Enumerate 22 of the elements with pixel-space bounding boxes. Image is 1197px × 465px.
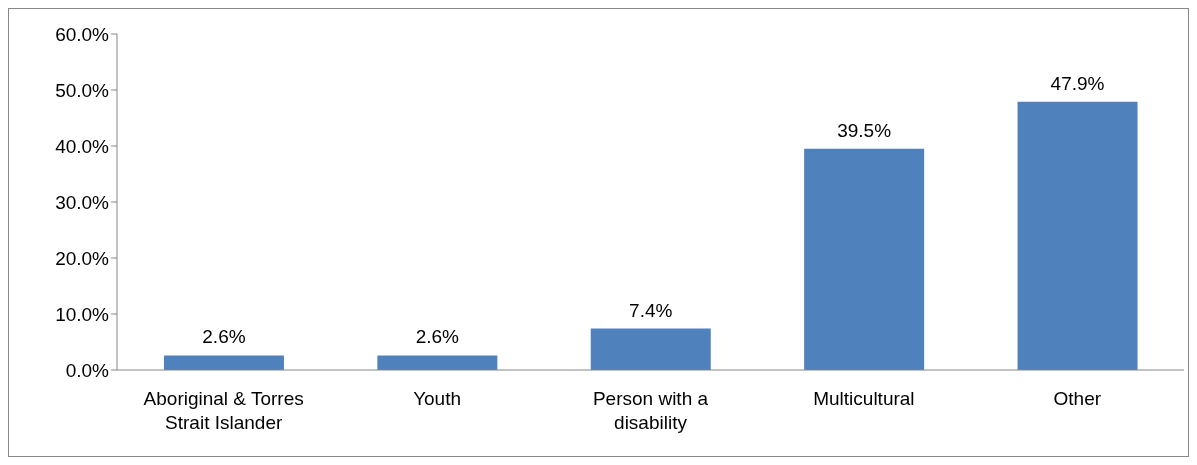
y-tick-label: 0.0%	[65, 359, 110, 381]
data-label: 39.5%	[837, 119, 892, 141]
y-tick-label: 60.0%	[55, 23, 110, 45]
data-label: 47.9%	[1050, 72, 1105, 94]
data-label: 2.6%	[415, 326, 460, 348]
x-tick-label: Person with a disability	[592, 388, 709, 433]
bar	[804, 148, 925, 370]
bar	[1017, 101, 1138, 370]
bar	[377, 355, 498, 370]
y-tick-label: 50.0%	[55, 79, 110, 101]
data-label: 7.4%	[629, 299, 673, 321]
x-tick-label: Youth	[413, 388, 462, 410]
bar	[163, 355, 284, 370]
x-tick-label: Other	[1053, 388, 1102, 410]
y-tick-label: 40.0%	[55, 135, 110, 157]
x-tick-label: Aboriginal & Torres Strait Islander	[143, 388, 304, 433]
y-tick-label: 30.0%	[55, 191, 110, 213]
y-tick-label: 10.0%	[55, 303, 110, 325]
data-label: 2.6%	[202, 326, 246, 348]
y-tick-label: 20.0%	[55, 247, 110, 269]
x-tick-label: Multicultural	[813, 388, 915, 410]
bar	[590, 328, 711, 370]
